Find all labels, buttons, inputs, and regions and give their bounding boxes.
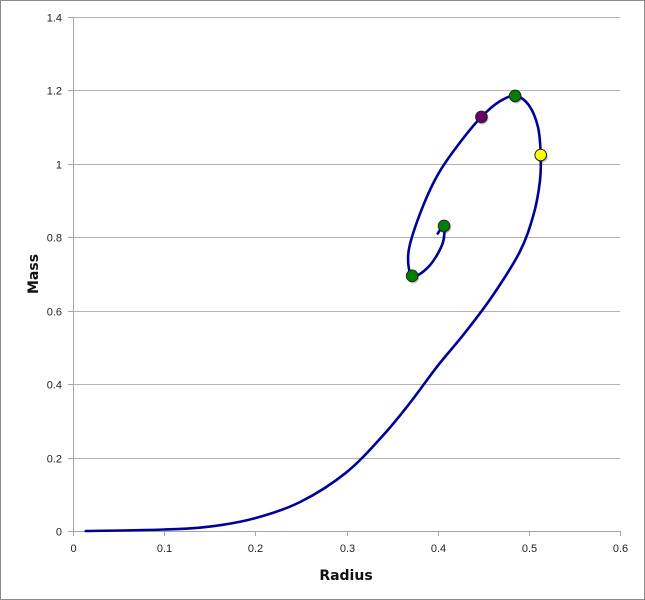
x-tick-label: 0.1 — [157, 543, 172, 555]
marker-purple — [475, 110, 488, 124]
gridlines — [73, 17, 620, 459]
marker-green-1 — [508, 89, 522, 103]
x-tick-label: 0.6 — [613, 543, 628, 555]
x-tick-label: 0 — [70, 543, 76, 555]
x-tick-label: 0.2 — [248, 543, 263, 555]
x-tick-label: 0.4 — [431, 543, 446, 555]
x-tick-labels: 0 0.1 0.2 0.3 0.4 0.5 0.6 — [70, 543, 628, 555]
y-axis-title: Mass — [26, 254, 42, 294]
y-tick-label: 0.6 — [47, 307, 62, 319]
x-axis-title: Radius — [319, 568, 372, 584]
y-tick-label: 1 — [56, 160, 62, 172]
axes — [68, 17, 621, 536]
marker-green-2 — [437, 219, 451, 233]
y-tick-label: 0.2 — [47, 454, 62, 466]
marker-yellow — [534, 148, 547, 162]
x-tick-label: 0.3 — [340, 543, 355, 555]
y-tick-label: 0 — [56, 527, 62, 539]
data-markers — [405, 89, 548, 284]
x-tick-label: 0.5 — [522, 543, 537, 555]
y-tick-label: 1.2 — [47, 86, 62, 98]
y-tick-label: 0.8 — [47, 233, 62, 245]
mass-radius-curve — [84, 94, 543, 533]
y-tick-label: 1.4 — [47, 13, 62, 25]
y-tick-labels: 0 0.2 0.4 0.6 0.8 1 1.2 1.4 — [47, 13, 62, 539]
y-tick-label: 0.4 — [47, 380, 62, 392]
marker-green-3 — [405, 269, 419, 283]
